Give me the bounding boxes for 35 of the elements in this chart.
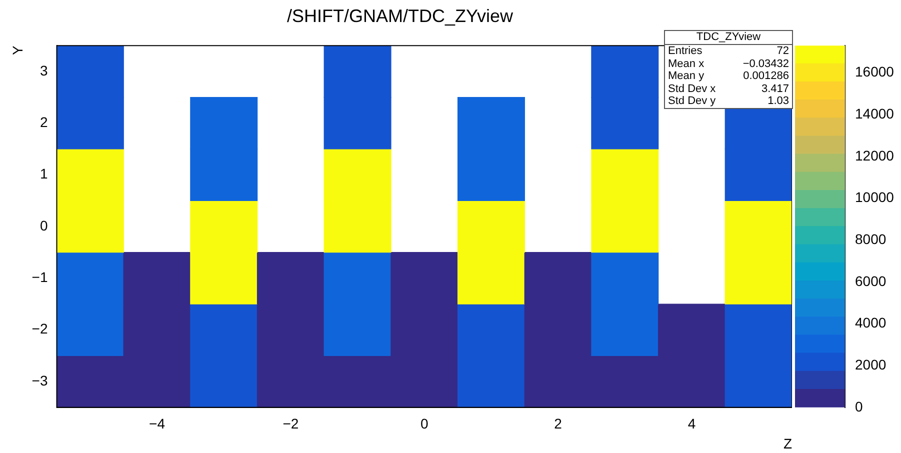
annotation: 3.417 — [761, 82, 789, 95]
annotation: Entries — [668, 45, 702, 58]
annotation: Mean y — [668, 70, 704, 82]
chart-title: /SHIFT/GNAM/TDC_ZYview — [286, 6, 514, 26]
annotation: Std Dev y — [668, 95, 716, 108]
color-bar-label: 10000 — [855, 189, 894, 206]
x-tick-label: −4 — [149, 416, 166, 432]
x-tick-label: 4 — [688, 416, 696, 432]
color-bar-label: 14000 — [855, 105, 894, 122]
color-bar-label: 0 — [855, 398, 863, 414]
color-bar-label: 8000 — [855, 230, 886, 247]
text: TDC_ZYview — [665, 31, 792, 45]
x-axis-title: Z — [783, 435, 792, 452]
y-tick-label: −2 — [32, 320, 48, 337]
x-tick-label: 0 — [420, 416, 428, 432]
annotation: −0.03432 — [742, 58, 789, 70]
annotation: 1.03 — [768, 95, 789, 108]
color-bar-label: 12000 — [855, 147, 894, 164]
y-tick-label: 1 — [40, 166, 48, 182]
y-tick-label: −3 — [32, 372, 48, 388]
annotation: 0.001286 — [743, 70, 789, 82]
annotation: Std Dev x — [668, 82, 716, 95]
color-bar-label: 2000 — [855, 356, 886, 372]
color-bar-label: 4000 — [855, 314, 886, 331]
y-tick-label: 0 — [40, 217, 48, 234]
color-bar-label: 16000 — [855, 64, 894, 80]
y-tick-label: 3 — [40, 62, 48, 78]
x-tick-label: 2 — [554, 416, 562, 432]
x-tick-label: −2 — [282, 416, 299, 432]
annotation: 72 — [776, 45, 789, 58]
y-axis-title: Y — [9, 44, 26, 55]
y-tick-label: 2 — [40, 114, 48, 130]
color-bar-label: 6000 — [855, 272, 886, 289]
y-tick-label: −1 — [32, 269, 48, 286]
annotation: Mean x — [668, 58, 704, 70]
